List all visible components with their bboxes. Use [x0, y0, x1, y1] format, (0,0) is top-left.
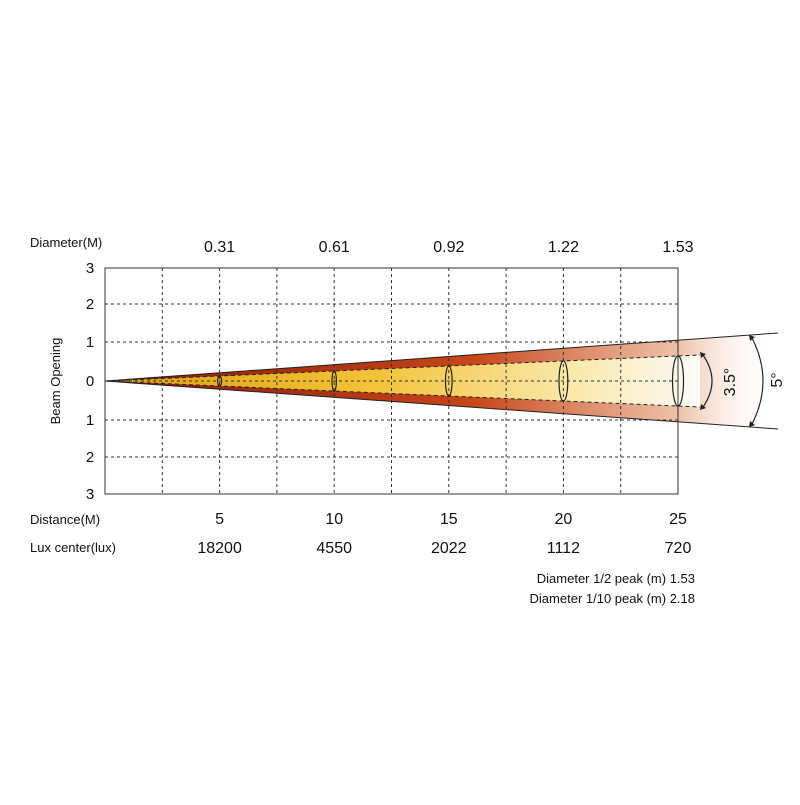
distance-value: 25	[669, 511, 687, 528]
lux-values: 18200 4550 2022 1112 720	[197, 540, 691, 557]
cross-section-15m	[444, 365, 453, 397]
beam-cross-sections	[217, 355, 685, 407]
diameter-value: 1.22	[548, 239, 579, 256]
field-angle-label: 5°	[769, 372, 786, 387]
diameter-value: 0.31	[204, 239, 235, 256]
beam-edges	[104, 332, 779, 430]
field-angle-arc	[751, 337, 764, 425]
field-angle-arrow-top	[749, 335, 755, 341]
beam-angle-arrow-top	[700, 352, 706, 358]
y-tick-label: 1	[86, 412, 94, 429]
lux-value: 4550	[316, 540, 352, 557]
grid	[105, 268, 678, 494]
lux-value: 18200	[197, 540, 242, 557]
distance-value: 5	[215, 511, 224, 528]
diameter-values: 0.31 0.61 0.92 1.22 1.53	[204, 239, 694, 256]
distance-value: 20	[555, 511, 573, 528]
cross-section-25m	[671, 355, 685, 407]
distance-values: 5 10 15 20 25	[215, 511, 687, 528]
beam-angle-arc	[702, 354, 713, 408]
lux-value: 2022	[431, 540, 467, 557]
beam-angle-arrow-bottom	[700, 404, 706, 410]
y-tick-labels: 3 2 1 0 1 2 3	[86, 260, 94, 503]
beam-edge-top	[104, 354, 701, 382]
y-tick-label: 2	[86, 449, 94, 466]
y-tick-label: 3	[86, 260, 94, 277]
distance-label: Distance(M)	[30, 512, 100, 527]
note-half-peak: Diameter 1/2 peak (m) 1.53	[537, 571, 695, 586]
y-tick-label: 3	[86, 486, 94, 503]
y-tick-label: 2	[86, 296, 94, 313]
cross-section-10m	[331, 370, 338, 392]
y-axis-label: Beam Opening	[48, 338, 63, 425]
y-tick-label: 0	[86, 373, 94, 390]
distance-value: 10	[325, 511, 343, 528]
y-tick-label: 1	[86, 334, 94, 351]
diameter-value: 1.53	[662, 239, 693, 256]
lux-label: Lux center(lux)	[30, 540, 116, 555]
lux-value: 1112	[547, 540, 580, 557]
field-edge-bottom	[104, 380, 779, 430]
note-tenth-peak: Diameter 1/10 peak (m) 2.18	[530, 591, 695, 606]
distance-value: 15	[440, 511, 458, 528]
cross-section-20m	[558, 360, 569, 402]
cross-section-5m	[217, 375, 223, 387]
diameter-label: Diameter(M)	[30, 235, 102, 250]
field-angle-arrow-bottom	[749, 421, 755, 427]
field-edge-top	[104, 332, 779, 382]
beam-angle-cone	[105, 355, 700, 407]
lux-value: 720	[665, 540, 692, 557]
beam-edge-bottom	[104, 380, 701, 408]
beam-angle-label: 3.5°	[722, 368, 739, 397]
diameter-value: 0.61	[319, 239, 350, 256]
diameter-value: 0.92	[433, 239, 464, 256]
angle-markers	[700, 335, 764, 427]
